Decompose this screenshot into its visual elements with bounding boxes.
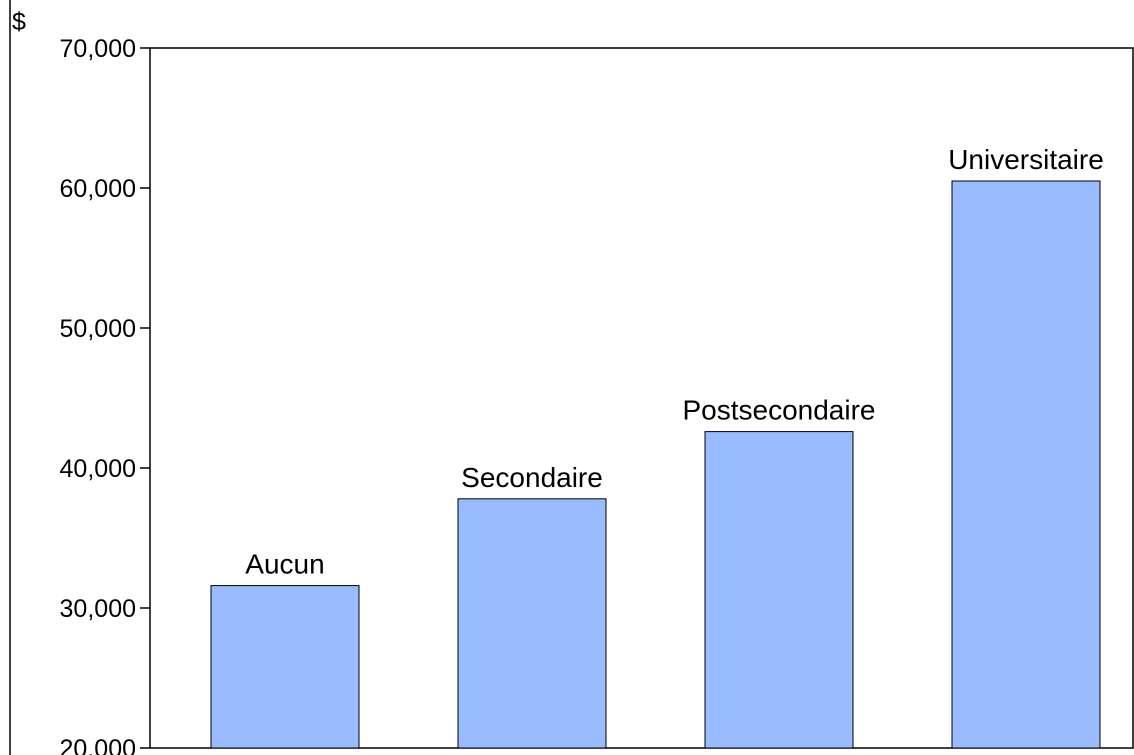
y-tick-label: 30,000 bbox=[60, 595, 136, 623]
bar-category-label: Universitaire bbox=[948, 144, 1104, 175]
plot-frame bbox=[149, 47, 1134, 749]
bar bbox=[951, 180, 1101, 749]
y-tick-label: 70,000 bbox=[60, 35, 136, 63]
y-axis-label: $ bbox=[12, 8, 26, 36]
y-tick-label: 50,000 bbox=[60, 315, 136, 343]
bar bbox=[457, 498, 607, 749]
bar-category-label: Secondaire bbox=[461, 462, 603, 493]
bar bbox=[210, 585, 360, 749]
y-tick-label: 20,000 bbox=[60, 735, 136, 755]
bar-category-label: Aucun bbox=[245, 549, 324, 580]
bar-category-label: Postsecondaire bbox=[682, 395, 875, 426]
y-tick-label: 60,000 bbox=[60, 175, 136, 203]
y-tick-label: 40,000 bbox=[60, 455, 136, 483]
bar bbox=[704, 431, 854, 749]
